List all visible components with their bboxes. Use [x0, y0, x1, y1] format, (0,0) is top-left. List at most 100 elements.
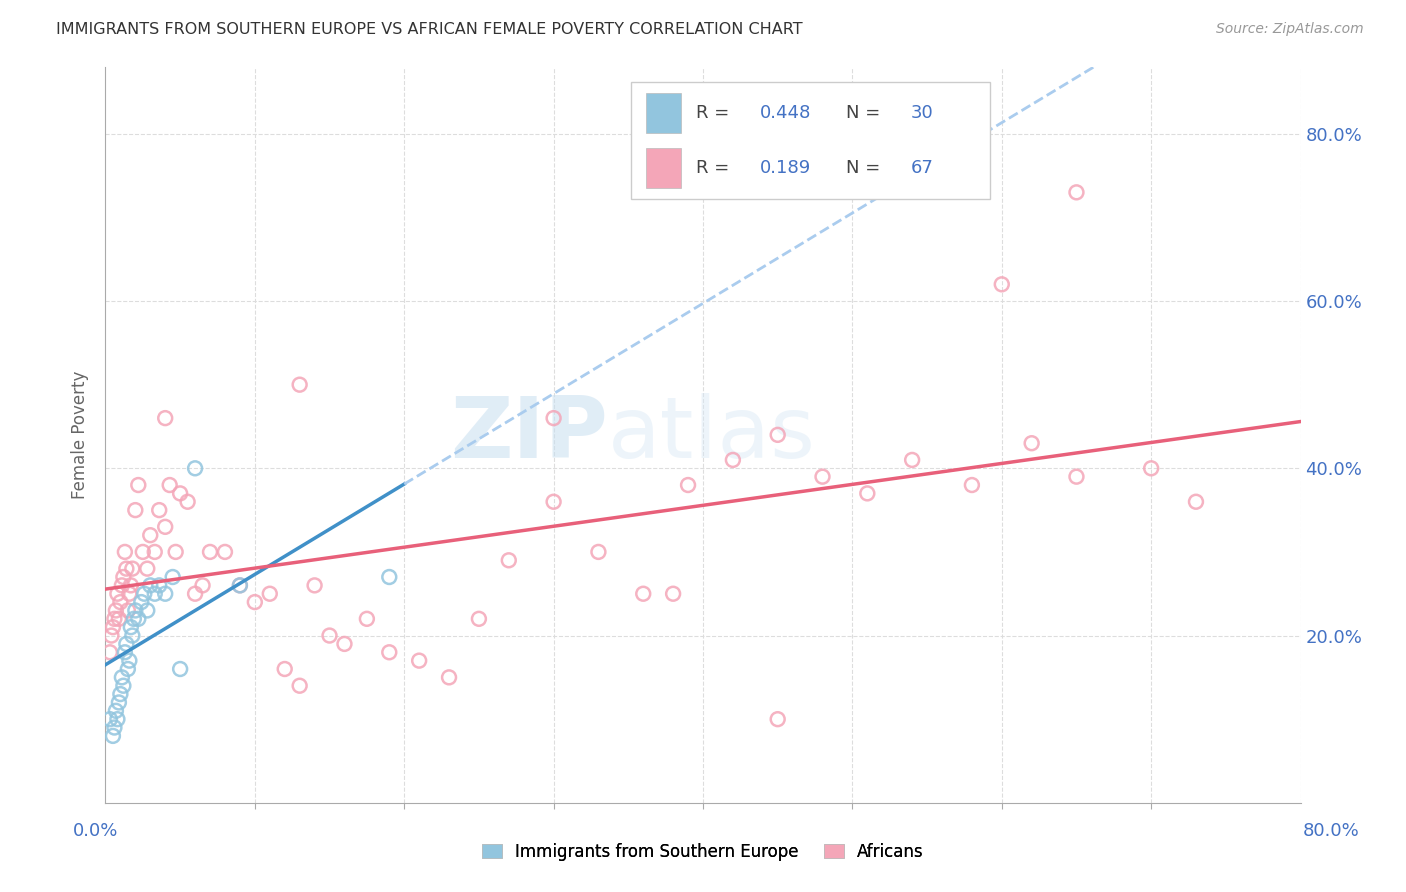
Point	[165, 545, 187, 559]
Point	[107, 587, 129, 601]
Point	[498, 553, 520, 567]
Point	[114, 545, 136, 559]
Point	[98, 645, 121, 659]
Point	[136, 562, 159, 576]
Point	[766, 712, 789, 726]
Point	[112, 679, 135, 693]
Text: 0.0%: 0.0%	[73, 822, 118, 840]
Point	[108, 612, 131, 626]
Text: IMMIGRANTS FROM SOUTHERN EUROPE VS AFRICAN FEMALE POVERTY CORRELATION CHART: IMMIGRANTS FROM SOUTHERN EUROPE VS AFRIC…	[56, 22, 803, 37]
Point	[1066, 469, 1088, 483]
Point	[118, 654, 141, 668]
Point	[148, 578, 170, 592]
Point	[811, 469, 834, 483]
Point	[214, 545, 236, 559]
Point	[437, 670, 460, 684]
Point	[229, 578, 252, 592]
Point	[169, 486, 191, 500]
Point	[356, 612, 378, 626]
Point	[114, 645, 136, 659]
Point	[543, 411, 565, 425]
Point	[124, 503, 146, 517]
Point	[408, 654, 430, 668]
Text: Source: ZipAtlas.com: Source: ZipAtlas.com	[1216, 22, 1364, 37]
Point	[543, 494, 565, 508]
Point	[229, 578, 252, 592]
Point	[118, 587, 141, 601]
Point	[468, 612, 491, 626]
Point	[111, 578, 134, 592]
Point	[136, 603, 159, 617]
Point	[633, 587, 655, 601]
Point	[104, 704, 127, 718]
Point	[191, 578, 214, 592]
Point	[901, 453, 924, 467]
Point	[1185, 494, 1208, 508]
Point	[112, 570, 135, 584]
Point	[120, 578, 142, 592]
Point	[721, 453, 744, 467]
Point	[129, 595, 153, 609]
Point	[990, 277, 1012, 292]
Text: atlas: atlas	[607, 393, 815, 476]
Point	[115, 637, 138, 651]
Point	[104, 603, 127, 617]
Point	[176, 494, 198, 508]
Point	[107, 712, 129, 726]
Point	[148, 503, 170, 517]
Point	[304, 578, 326, 592]
Point	[198, 545, 221, 559]
Point	[127, 478, 149, 492]
Point	[159, 478, 181, 492]
Point	[378, 645, 401, 659]
Point	[139, 578, 162, 592]
Point	[101, 620, 124, 634]
Point	[162, 570, 184, 584]
Point	[155, 411, 177, 425]
Point	[117, 662, 139, 676]
Point	[288, 679, 311, 693]
Point	[1140, 461, 1163, 475]
Point	[273, 662, 295, 676]
Point	[98, 712, 121, 726]
Point	[155, 520, 177, 534]
Point	[243, 595, 266, 609]
Point	[766, 427, 789, 442]
Point	[143, 587, 166, 601]
Legend: Immigrants from Southern Europe, Africans: Immigrants from Southern Europe, African…	[482, 843, 924, 861]
Point	[856, 486, 879, 500]
Point	[100, 628, 122, 642]
Point	[121, 562, 143, 576]
Point	[662, 587, 685, 601]
Point	[143, 545, 166, 559]
Point	[103, 721, 125, 735]
Point	[960, 478, 983, 492]
Point	[115, 562, 138, 576]
Point	[318, 628, 340, 642]
Point	[184, 461, 207, 475]
Point	[1021, 436, 1043, 450]
Point	[184, 587, 207, 601]
Y-axis label: Female Poverty: Female Poverty	[72, 371, 90, 499]
Point	[259, 587, 281, 601]
Point	[110, 687, 132, 701]
Point	[124, 603, 146, 617]
Point	[127, 612, 149, 626]
Point	[101, 729, 124, 743]
Point	[169, 662, 191, 676]
Text: ZIP: ZIP	[450, 393, 607, 476]
Point	[1066, 186, 1088, 200]
Point	[120, 620, 142, 634]
Point	[117, 603, 139, 617]
Point	[111, 670, 134, 684]
Point	[121, 628, 143, 642]
Point	[139, 528, 162, 542]
Point	[108, 696, 131, 710]
Point	[155, 587, 177, 601]
Point	[288, 377, 311, 392]
Point	[134, 587, 156, 601]
Text: 80.0%: 80.0%	[1303, 822, 1360, 840]
Point	[103, 612, 125, 626]
Point	[110, 595, 132, 609]
Point	[378, 570, 401, 584]
